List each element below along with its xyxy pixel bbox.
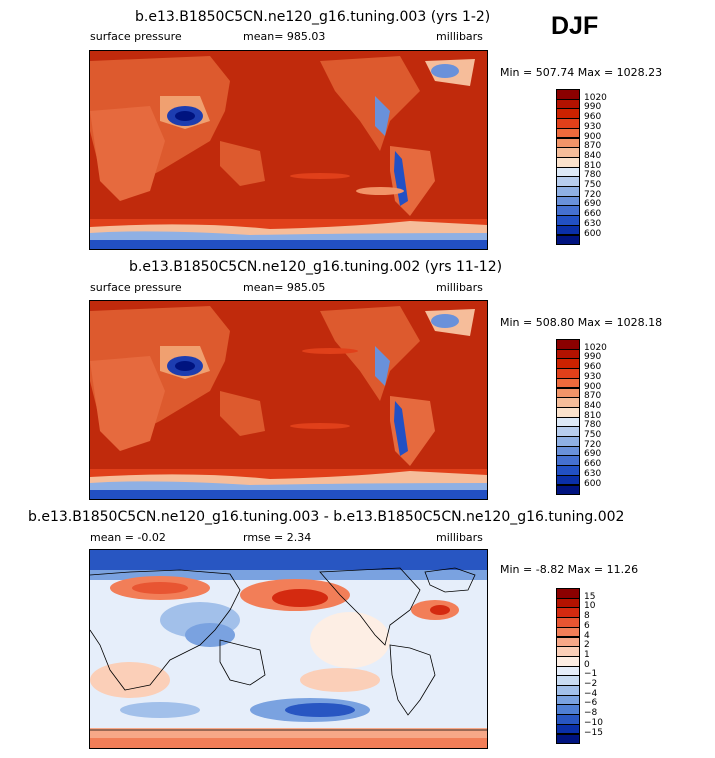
panel1-title: b.e13.B1850C5CN.ne120_g16.tuning.003 (yr… (135, 9, 491, 25)
panel3-colorbar: 15 10 8 6 4 2 1 0 −1 −2 −4 −6 −8 −10 −15 (556, 588, 616, 748)
colorbar-label: 15 (584, 591, 596, 602)
colorbar-label: 2 (584, 640, 590, 651)
panel2-map (89, 300, 488, 500)
panel2-colorbar: 1020 990 960 930 900 870 840 810 780 750 720 690 660… (556, 339, 616, 499)
panel2-map-svg (90, 301, 487, 499)
colorbar-label: 900 (584, 131, 602, 142)
colorbar-label: 840 (584, 400, 602, 411)
diff-arctic-band (90, 550, 487, 570)
colorbar-label: 840 (584, 150, 602, 161)
colorbar-label: 870 (584, 391, 602, 402)
colorbar-label: 900 (584, 381, 602, 392)
panel1-units: millibars (436, 30, 483, 43)
coastlines (90, 567, 487, 731)
colorbar-swatch (556, 484, 580, 496)
colorbar-label: 780 (584, 170, 602, 181)
panel3-map-svg (90, 550, 487, 748)
colorbar-label: 990 (584, 352, 602, 363)
colorbar-label: 960 (584, 112, 602, 123)
colorbar-label: 780 (584, 420, 602, 431)
colorbar-label: −15 (584, 727, 603, 738)
colorbar-label: 4 (584, 630, 590, 641)
colorbar-label: 8 (584, 611, 590, 622)
colorbar-label: −10 (584, 717, 603, 728)
panel2-units: millibars (436, 281, 483, 294)
colorbar-label: 630 (584, 218, 602, 229)
season-label: DJF (551, 12, 599, 40)
panel1-map-svg (90, 51, 487, 249)
colorbar-label: 660 (584, 459, 602, 470)
colorbar-label: 870 (584, 141, 602, 152)
colorbar-swatch (556, 733, 580, 745)
panel3-units: millibars (436, 531, 483, 544)
colorbar-label: 1020 (584, 92, 607, 103)
colorbar-swatch (556, 234, 580, 246)
panel3-minmax: Min = -8.82 Max = 11.26 (500, 563, 639, 576)
colorbar-label: 960 (584, 362, 602, 373)
colorbar-label: −6 (584, 698, 598, 709)
colorbar-label: 750 (584, 430, 602, 440)
land-north-america (320, 56, 420, 151)
panel2-title: b.e13.B1850C5CN.ne120_g16.tuning.002 (yr… (129, 259, 503, 275)
colorbar-label: 990 (584, 102, 602, 113)
colorbar-label: 930 (584, 121, 602, 132)
colorbar-label: 1 (584, 649, 590, 660)
colorbar-label: 10 (584, 601, 596, 612)
colorbar-label: −4 (584, 688, 598, 699)
colorbar-label: 810 (584, 410, 602, 421)
panel1-minmax: Min = 507.74 Max = 1028.23 (500, 66, 663, 79)
colorbar-label: 1020 (584, 342, 607, 353)
colorbar-label: 810 (584, 160, 602, 171)
panel1-colorbar: 1020 990 960 930 900 870 840 810 780 750 720 690 660… (556, 89, 616, 249)
colorbar-label: 750 (584, 180, 602, 190)
colorbar-label: 600 (584, 228, 602, 239)
panel1-variable: surface pressure (90, 30, 182, 43)
colorbar-label: −8 (584, 708, 598, 719)
colorbar-label: 720 (584, 439, 602, 450)
colorbar-label: 930 (584, 371, 602, 382)
colorbar-label: 690 (584, 449, 602, 460)
panel2-mean: mean= 985.05 (243, 281, 326, 294)
colorbar-label: 660 (584, 209, 602, 220)
panel3-mean: mean = -0.02 (90, 531, 166, 544)
panel1-map (89, 50, 488, 250)
panel2-minmax: Min = 508.80 Max = 1028.18 (500, 316, 663, 329)
panel3-rmse: rmse = 2.34 (243, 531, 312, 544)
panel3-title: b.e13.B1850C5CN.ne120_g16.tuning.003 - b… (28, 509, 625, 525)
panel2-variable: surface pressure (90, 281, 182, 294)
colorbar-label: 600 (584, 478, 602, 489)
colorbar-label: 720 (584, 189, 602, 200)
colorbar-label: −2 (584, 679, 598, 689)
colorbar-label: −1 (584, 669, 598, 680)
colorbar-label: 690 (584, 199, 602, 210)
colorbar-label: 6 (584, 620, 590, 631)
colorbar-label: 0 (584, 659, 590, 670)
colorbar-label: 630 (584, 468, 602, 479)
panel1-mean: mean= 985.03 (243, 30, 326, 43)
panel3-map (89, 549, 488, 749)
